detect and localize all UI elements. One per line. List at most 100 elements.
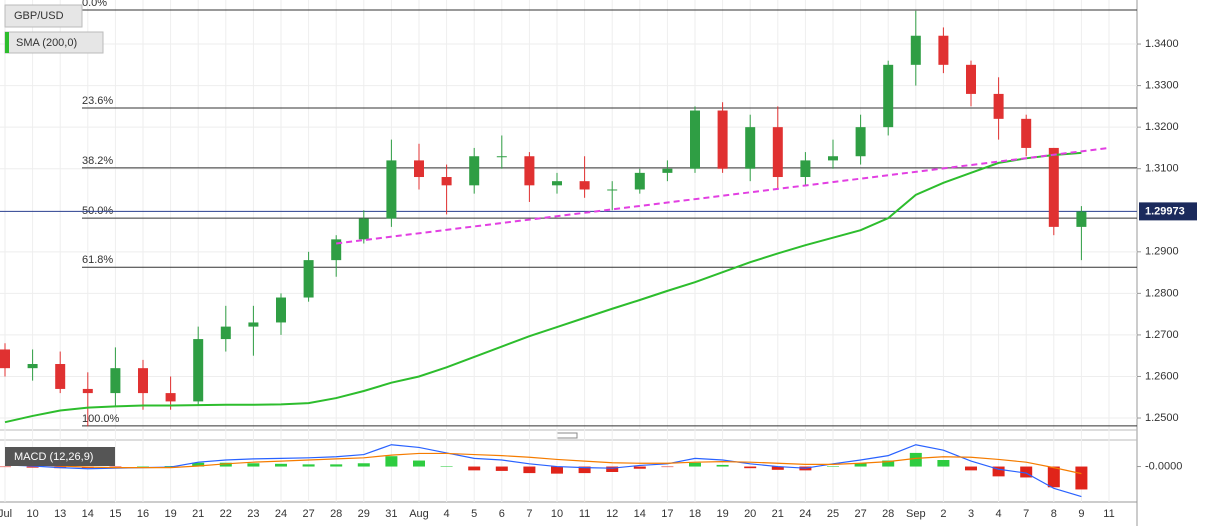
histogram-bar <box>992 466 1005 477</box>
histogram-bar <box>606 466 619 472</box>
x-tick-label: 24 <box>799 508 811 520</box>
candle-body <box>524 156 535 186</box>
y-tick-label: 1.2900 <box>1145 246 1179 258</box>
candle-body <box>1076 211 1087 227</box>
x-tick-label: 14 <box>82 508 94 520</box>
candle-body <box>607 189 618 191</box>
x-tick-label: 28 <box>330 508 342 520</box>
y-tick-label: 1.2700 <box>1145 329 1179 341</box>
histogram-bar <box>109 466 122 468</box>
x-tick-label: 22 <box>220 508 232 520</box>
x-tick-label: 19 <box>164 508 176 520</box>
histogram-bar <box>523 466 536 474</box>
x-tick-label: 28 <box>882 508 894 520</box>
x-tick-label: 11 <box>1103 508 1114 520</box>
candle-body <box>883 64 894 128</box>
y-tick-label: 1.2600 <box>1145 370 1179 382</box>
sma-label: SMA (200,0) <box>16 37 77 49</box>
symbol-label: GBP/USD <box>14 10 64 22</box>
candle-body <box>579 181 590 190</box>
candle-body <box>690 110 700 169</box>
y-tick-label: 1.3200 <box>1145 121 1179 133</box>
candle-body <box>828 156 838 161</box>
candle-body <box>993 93 1004 119</box>
macd-label: MACD (12,26,9) <box>14 451 93 463</box>
candle-body <box>441 177 452 186</box>
histogram-bar <box>440 466 453 467</box>
histogram-bar <box>661 466 674 468</box>
histogram-bar <box>937 460 950 467</box>
candle-body <box>110 368 121 394</box>
histogram-bar <box>716 464 729 467</box>
macd-line <box>4 444 1082 498</box>
candle-body <box>552 181 562 186</box>
histogram-bar <box>909 452 922 467</box>
histogram-bar <box>137 466 149 468</box>
histogram-bar <box>26 466 39 468</box>
x-tick-label: 18 <box>689 508 701 520</box>
histogram-bar <box>247 463 260 467</box>
candle-body <box>55 364 66 389</box>
histogram-bar <box>495 466 508 471</box>
x-tick-label: 27 <box>854 508 866 520</box>
histogram-bar <box>357 463 370 467</box>
x-tick-label: 21 <box>772 508 784 520</box>
x-tick-label: 10 <box>551 508 563 520</box>
histogram-bar <box>413 460 425 467</box>
candle-body <box>82 388 93 394</box>
histogram-bar <box>385 456 398 467</box>
histogram-bar <box>965 466 977 471</box>
histogram-bar <box>0 466 11 468</box>
candle-body <box>496 156 507 158</box>
x-tick-label: 23 <box>247 508 259 520</box>
x-tick-label: 5 <box>471 508 477 520</box>
histogram-bar <box>192 462 205 467</box>
fib-label: 23.6% <box>82 95 113 107</box>
x-tick-label: 17 <box>661 508 673 520</box>
candle-body <box>1021 118 1032 148</box>
candle-body <box>386 160 397 219</box>
macd-label-box[interactable] <box>5 447 115 466</box>
x-tick-label: Aug <box>409 508 429 520</box>
x-tick-label: 3 <box>968 508 974 520</box>
histogram-bar <box>1075 466 1088 490</box>
candle-body <box>0 349 10 369</box>
candle-body <box>800 160 811 178</box>
sma-swatch <box>5 32 9 53</box>
x-tick-label: 25 <box>827 508 839 520</box>
candle-body <box>745 127 756 169</box>
x-tick-label: Jul <box>0 508 12 520</box>
histogram-bar <box>302 464 315 467</box>
histogram-bar <box>468 466 481 471</box>
x-tick-label: 20 <box>744 508 756 520</box>
x-tick-label: 7 <box>1023 508 1029 520</box>
candle-body <box>855 127 866 157</box>
histogram-bar <box>1047 466 1060 488</box>
x-tick-label: 4 <box>444 508 450 520</box>
candle-body <box>1048 147 1059 227</box>
candle-body <box>276 297 286 323</box>
candle-body <box>331 239 342 261</box>
x-tick-label: 11 <box>579 508 590 520</box>
histogram-bar <box>689 462 701 467</box>
candle-body <box>248 322 259 327</box>
candle-body <box>938 35 949 65</box>
candle-body <box>27 364 38 369</box>
last-price-box <box>1139 202 1197 221</box>
x-tick-label: 16 <box>137 508 149 520</box>
candle-body <box>138 368 148 394</box>
histogram-bar <box>551 466 563 474</box>
x-tick-label: 10 <box>26 508 38 520</box>
candle-body <box>662 168 673 173</box>
symbol-label-box[interactable] <box>4 4 83 28</box>
y-tick-label: 1.2500 <box>1145 412 1179 424</box>
x-tick-label: 13 <box>54 508 66 520</box>
x-tick-label: 15 <box>109 508 121 520</box>
histogram-bar <box>330 464 343 467</box>
candle-body <box>469 156 480 186</box>
candle-body <box>634 172 645 190</box>
sma-line <box>4 151 1082 424</box>
x-tick-label: 8 <box>1051 508 1057 520</box>
fib-label: 61.8% <box>82 254 113 266</box>
